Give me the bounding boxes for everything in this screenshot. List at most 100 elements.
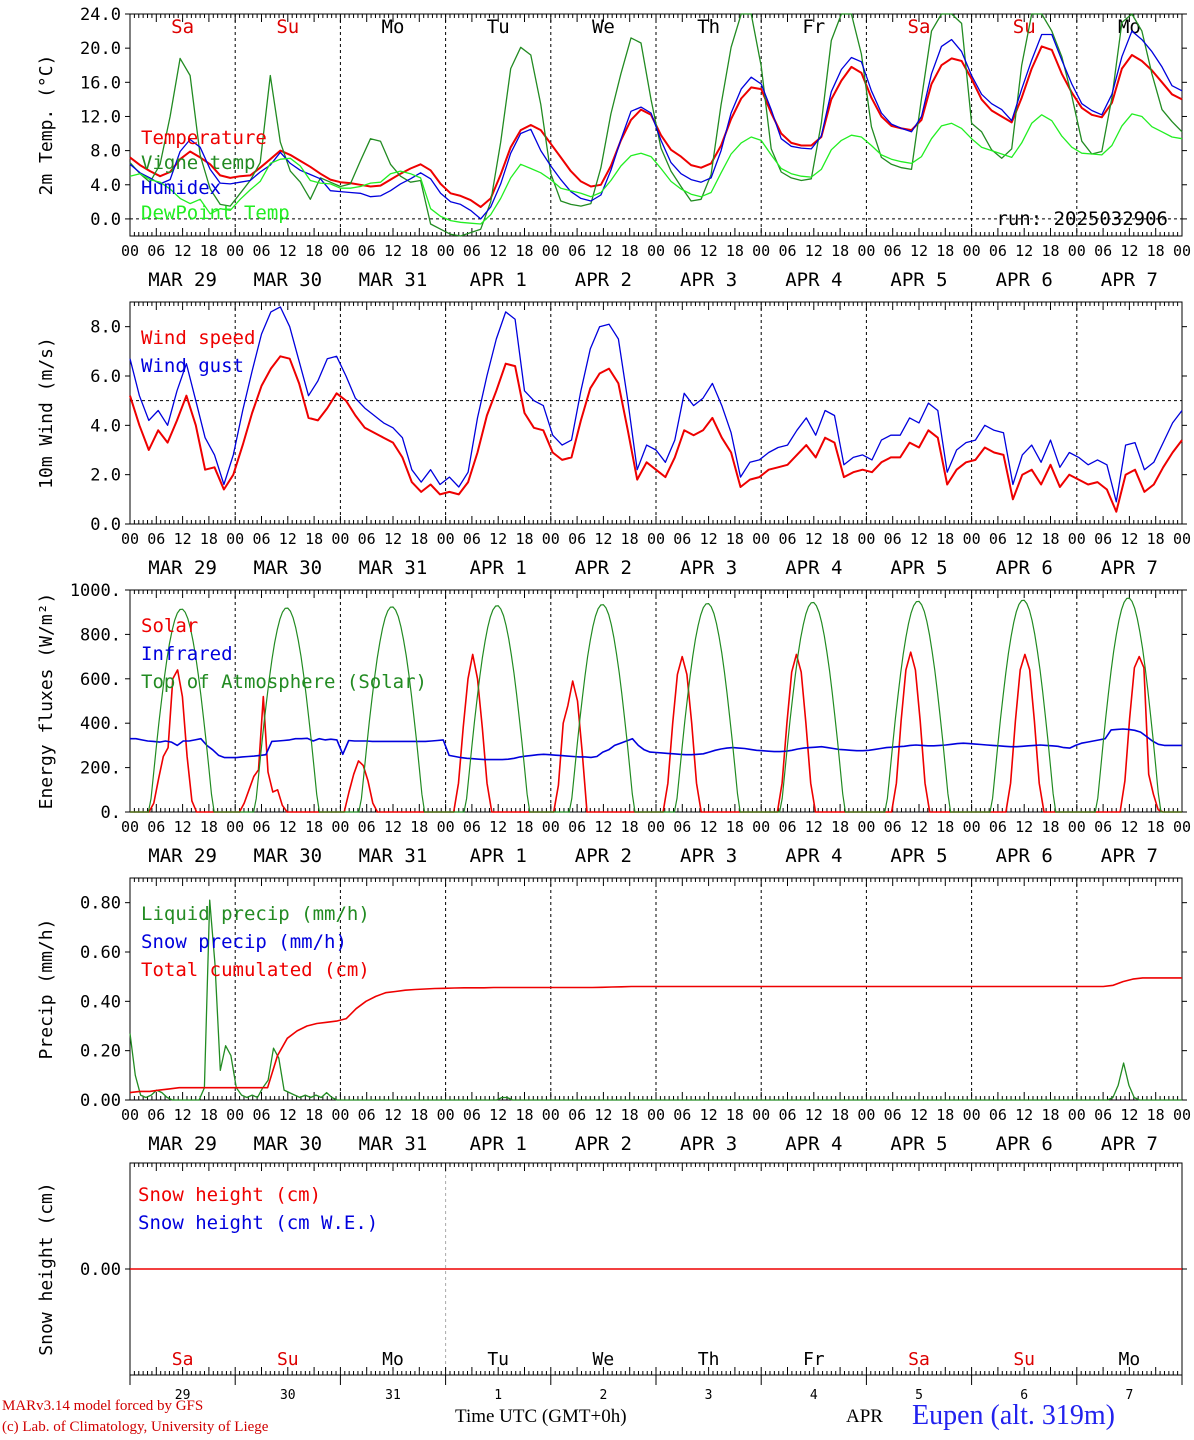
hour-label: 18 [200,242,218,260]
hour-label: 00 [226,1106,244,1124]
y-tick-label: 8.0 [90,142,121,162]
date-label: APR 6 [996,1133,1053,1155]
hour-label: 18 [621,818,639,836]
date-label: APR 2 [575,269,632,291]
hour-label: 12 [279,1106,297,1124]
y-tick-label: 400. [80,714,121,734]
hour-label: 18 [1147,530,1165,548]
hour-label: 06 [463,530,481,548]
weekday-label: Mo [382,1349,404,1370]
hour-label: 18 [305,1106,323,1124]
hour-label: 06 [252,818,270,836]
hour-label: 18 [410,1106,428,1124]
y-tick-label: 4.0 [90,416,121,436]
hour-label: 06 [147,242,165,260]
date-label: APR 1 [470,845,527,867]
hour-label: 00 [542,818,560,836]
date-label: MAR 29 [148,557,217,579]
hour-label: 00 [752,242,770,260]
hour-label: 00 [1068,818,1086,836]
legend-entry: Top of Atmosphere (Solar) [141,671,427,693]
hour-label: 18 [831,530,849,548]
date-label: APR 4 [785,1133,842,1155]
lab-credit: (c) Lab. of Climatology, University of L… [2,1419,269,1435]
hour-label: 00 [226,242,244,260]
hour-label: 06 [147,530,165,548]
weekday-label: Sa [908,16,931,38]
hour-label: 00 [331,530,349,548]
y-tick-label: 16.0 [80,73,121,93]
weekday-label: Tu [487,16,510,38]
hour-label: 06 [358,818,376,836]
hour-label: 06 [989,530,1007,548]
y-tick-label: 600. [80,670,121,690]
date-label: MAR 31 [359,269,428,291]
y-tick-label: 12.0 [80,107,121,127]
hour-label: 06 [463,1106,481,1124]
date-label: APR 1 [470,557,527,579]
day-number: 31 [385,1388,401,1403]
legend-entry: Vigne temp [141,152,255,174]
hour-label: 12 [910,818,928,836]
month-label: APR [846,1406,883,1427]
day-number: 6 [1020,1388,1028,1403]
hour-label: 00 [121,530,139,548]
date-label: APR 2 [575,845,632,867]
date-label: MAR 31 [359,557,428,579]
hour-label: 06 [778,1106,796,1124]
date-label: APR 3 [680,557,737,579]
hour-label: 12 [1120,1106,1138,1124]
hour-label: 18 [200,1106,218,1124]
hour-label: 12 [805,1106,823,1124]
weekday-label: We [592,16,615,38]
y-tick-label: 0.20 [80,1042,121,1062]
y-axis-title: Energy fluxes (W/m²) [36,593,57,810]
weekday-label: Su [1013,1349,1035,1370]
hour-label: 06 [884,242,902,260]
hour-label: 00 [647,530,665,548]
hour-label: 12 [1015,530,1033,548]
y-axis-title: Precip (mm/h) [36,919,57,1060]
hour-label: 00 [647,818,665,836]
hour-label: 00 [121,242,139,260]
hour-label: 00 [963,818,981,836]
hour-label: 12 [174,1106,192,1124]
date-label: APR 3 [680,269,737,291]
hour-label: 00 [1173,818,1191,836]
hour-label: 18 [305,242,323,260]
hour-label: 00 [437,1106,455,1124]
hour-label: 18 [936,530,954,548]
hour-label: 00 [331,818,349,836]
date-label: MAR 30 [253,845,322,867]
hour-label: 06 [884,818,902,836]
hour-label: 18 [410,818,428,836]
hour-label: 06 [778,818,796,836]
hour-label: 06 [358,242,376,260]
hour-label: 06 [252,530,270,548]
legend-entry: Temperature [141,127,267,149]
day-number: 29 [175,1388,191,1403]
legend-entry: Snow height (cm W.E.) [138,1212,378,1234]
hour-label: 06 [778,242,796,260]
hour-label: 12 [174,242,192,260]
hour-label: 06 [358,530,376,548]
legend-entry: DewPoint Temp [141,202,290,224]
date-label: APR 6 [996,845,1053,867]
hour-label: 06 [252,1106,270,1124]
hour-label: 18 [936,242,954,260]
weekday-label: Mo [1119,1349,1141,1370]
hour-label: 00 [1068,1106,1086,1124]
legend-entry: Infrared [141,643,233,665]
hour-label: 12 [594,242,612,260]
hour-label: 00 [331,242,349,260]
date-label: APR 1 [470,269,527,291]
hour-label: 12 [594,1106,612,1124]
legend-entry: Snow height (cm) [138,1184,321,1206]
hour-label: 00 [857,1106,875,1124]
hour-label: 12 [279,530,297,548]
series-line [130,728,1182,761]
date-label: APR 5 [890,557,947,579]
y-axis-title: Snow height (cm) [36,1182,57,1355]
hour-label: 12 [805,242,823,260]
hour-label: 06 [989,242,1007,260]
